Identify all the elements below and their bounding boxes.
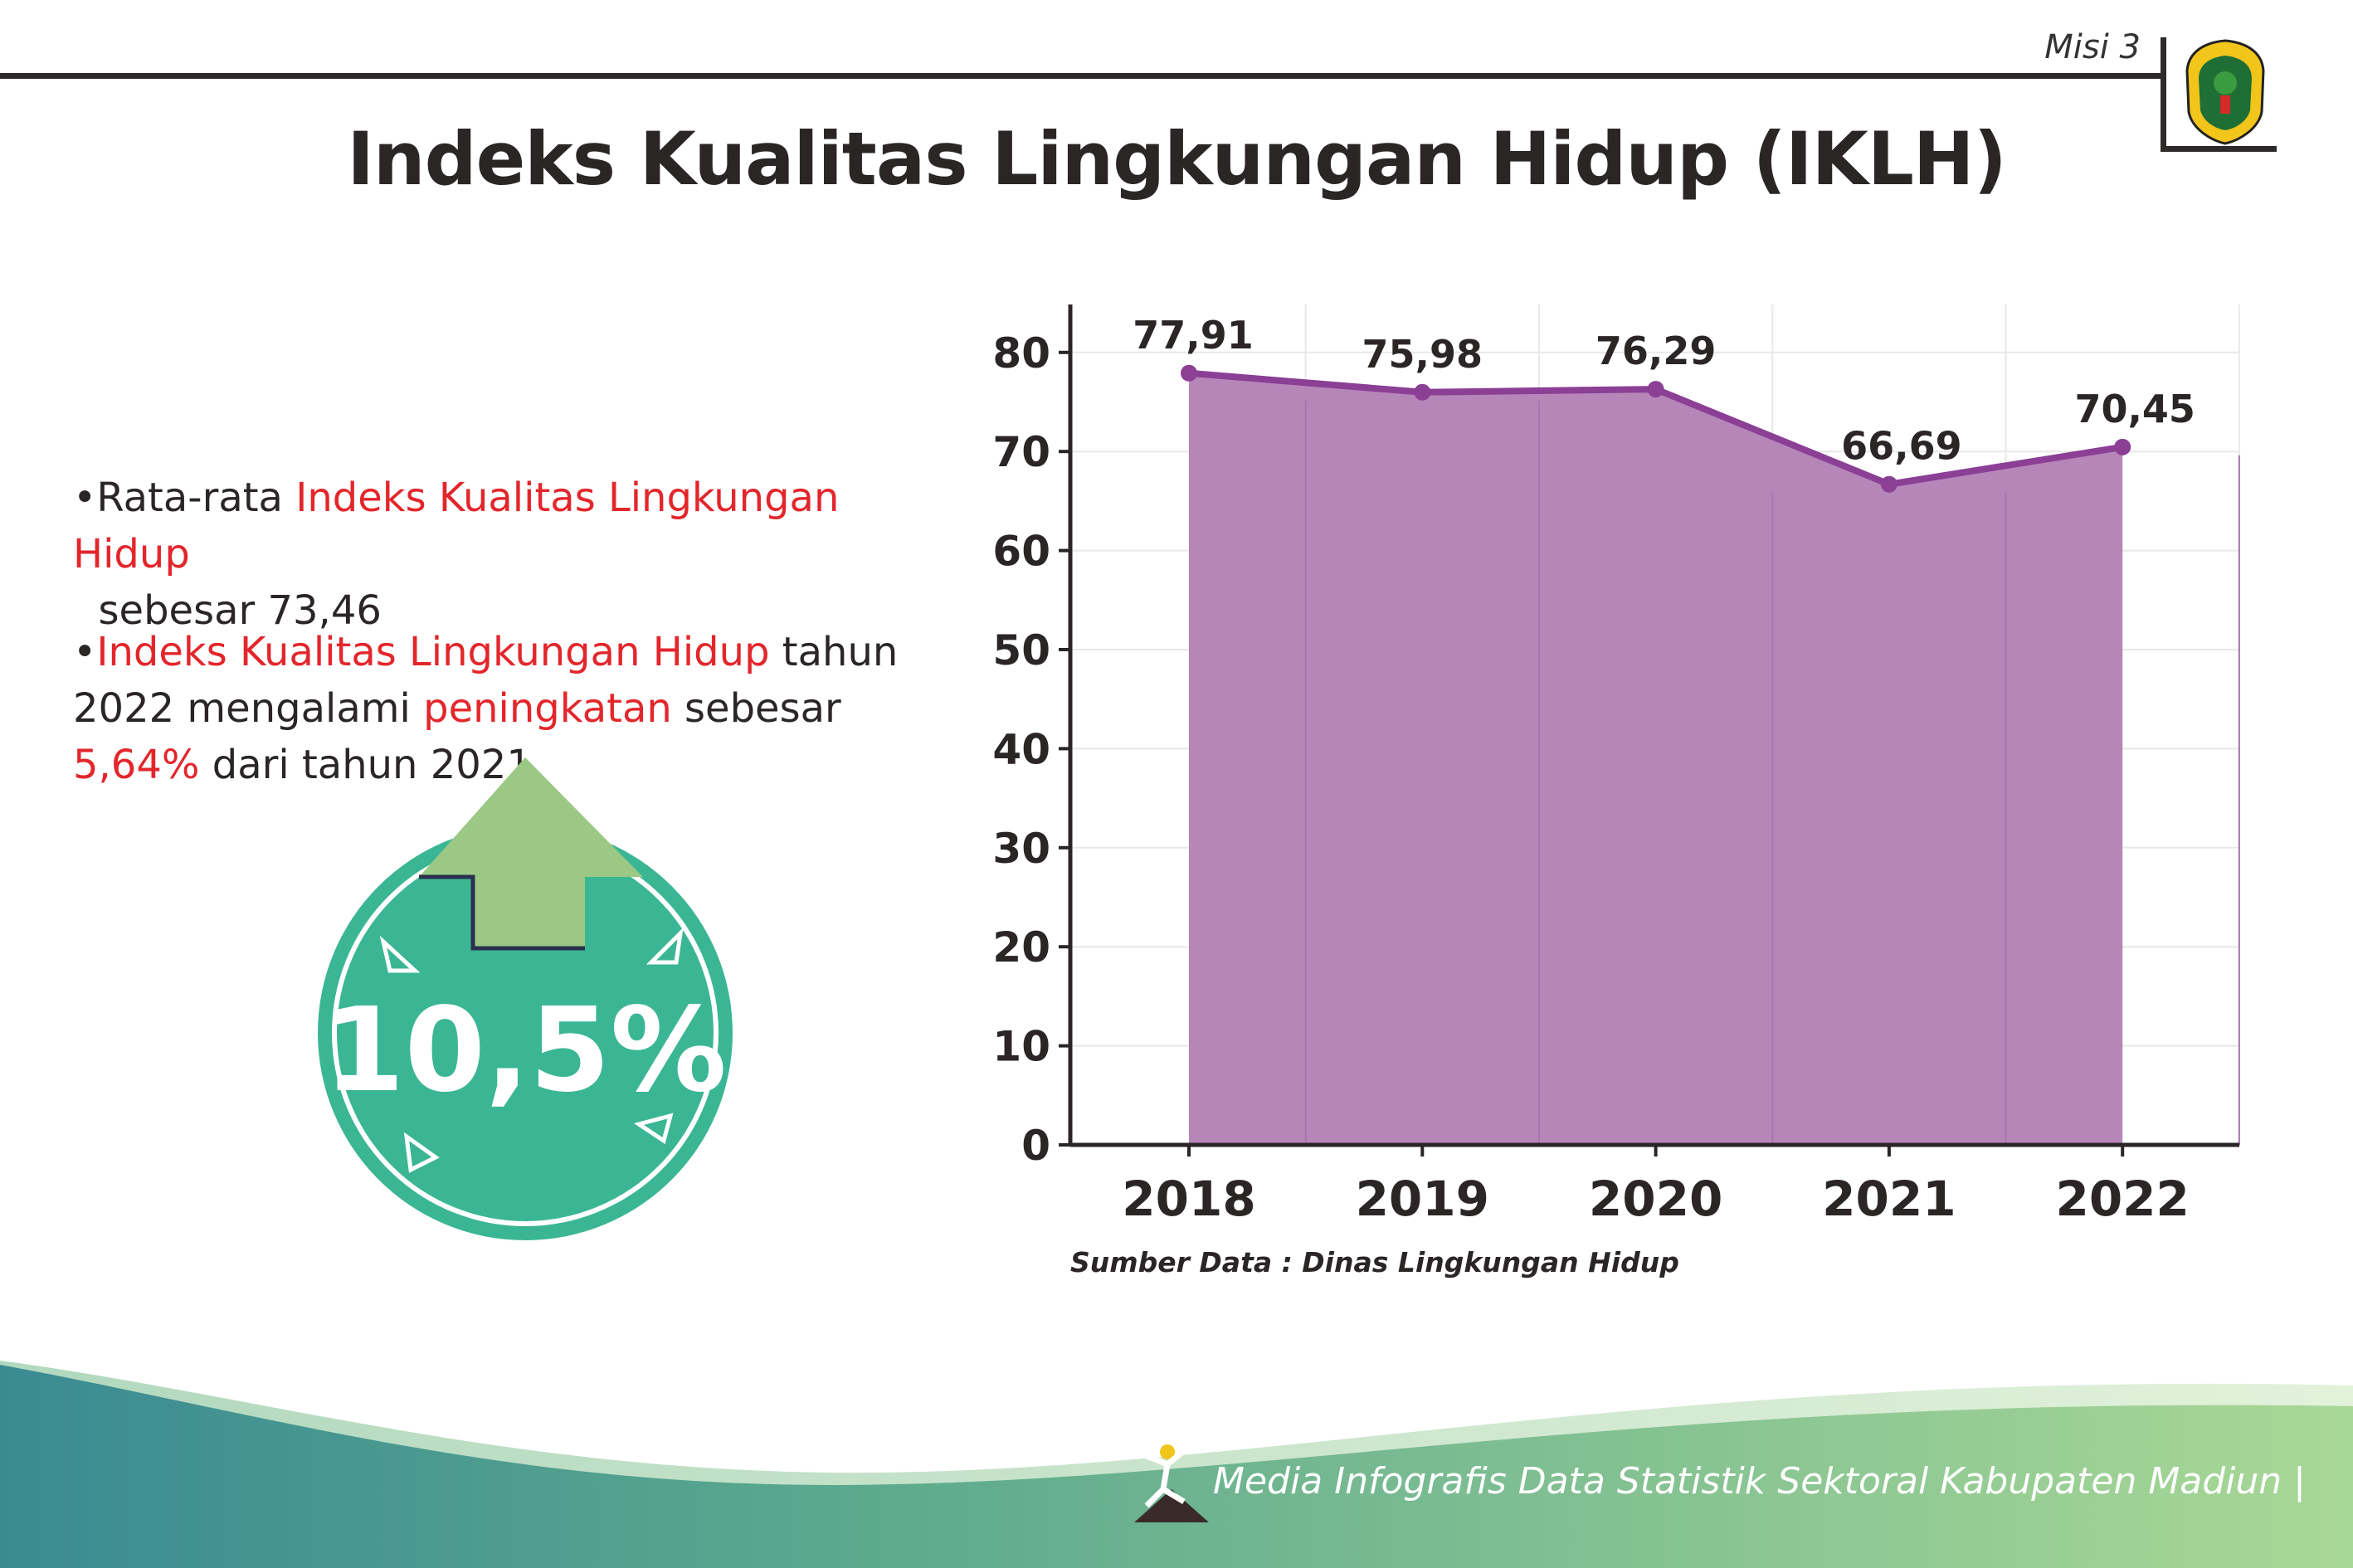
bullet-text: sebesar 73,46	[85, 587, 382, 634]
footer-tagline: Media Infografis Data Statistik Sektoral…	[1213, 1460, 2306, 1502]
bullet-text: sebesar	[671, 685, 841, 732]
bullet-highlight: 5,64%	[73, 742, 200, 788]
data-point	[1181, 364, 1197, 382]
madiun-regency-logo-icon	[2185, 39, 2265, 145]
bullet-text: dari tahun 2021	[199, 742, 532, 788]
mission-label: Misi 3	[2044, 28, 2141, 66]
bullet-highlight: Indeks Kualitas Lingkungan Hidup	[73, 475, 840, 577]
header-bracket-vertical	[2161, 37, 2166, 152]
x-tick-label: 2018	[1122, 1171, 1255, 1227]
data-point	[1880, 475, 1898, 493]
y-tick-label: 50	[992, 626, 1050, 674]
sparkle-icons	[379, 927, 684, 1173]
bullet-highlight: Indeks Kualitas Lingkungan Hidup	[96, 629, 770, 675]
footer-wave	[0, 1361, 2353, 1568]
data-point	[1647, 381, 1664, 398]
data-point	[1414, 383, 1431, 401]
page-title: Indeks Kualitas Lingkungan Hidup (IKLH)	[347, 116, 2007, 202]
x-tick-label: 2020	[1589, 1171, 1722, 1227]
data-label: 76,29	[1595, 329, 1717, 373]
data-point	[2114, 438, 2131, 455]
y-tick-label: 40	[992, 725, 1050, 773]
y-tick-label: 30	[992, 825, 1050, 873]
y-tick-label: 70	[992, 428, 1050, 476]
bullet-text: Rata-rata	[96, 475, 296, 521]
bullet-text: tahun 2022 mengalami	[73, 629, 899, 732]
y-tick-label: 60	[992, 528, 1050, 576]
bullet-average: •Rata-rata Indeks Kualitas Lingkungan Hi…	[73, 475, 840, 634]
badge-circle	[318, 825, 733, 1240]
data-label: 75,98	[1362, 332, 1483, 377]
y-tick-label: 10	[992, 1023, 1050, 1071]
header-divider	[0, 73, 2162, 79]
bullet-increase: •Indeks Kualitas Lingkungan Hidup tahun …	[73, 629, 899, 788]
area-fill	[1189, 373, 2123, 1145]
badge-percentage: 10,5%	[324, 983, 727, 1118]
data-source: Sumber Data : Dinas Lingkungan Hidup	[1070, 1246, 1679, 1278]
y-tick-label: 80	[992, 329, 1050, 377]
y-tick-label: 20	[992, 923, 1050, 971]
x-tick-label: 2019	[1356, 1171, 1489, 1227]
runner-logo-icon	[1134, 1444, 1209, 1522]
x-tick-label: 2021	[1822, 1171, 1956, 1227]
data-label: 70,45	[2074, 387, 2195, 431]
bullet-highlight: peningkatan	[423, 685, 672, 732]
header-bracket-horizontal	[2161, 146, 2277, 152]
data-label: 66,69	[1841, 424, 1962, 469]
y-tick-label: 0	[1021, 1122, 1050, 1170]
data-label: 77,91	[1133, 313, 1254, 358]
x-tick-label: 2022	[2055, 1171, 2189, 1227]
